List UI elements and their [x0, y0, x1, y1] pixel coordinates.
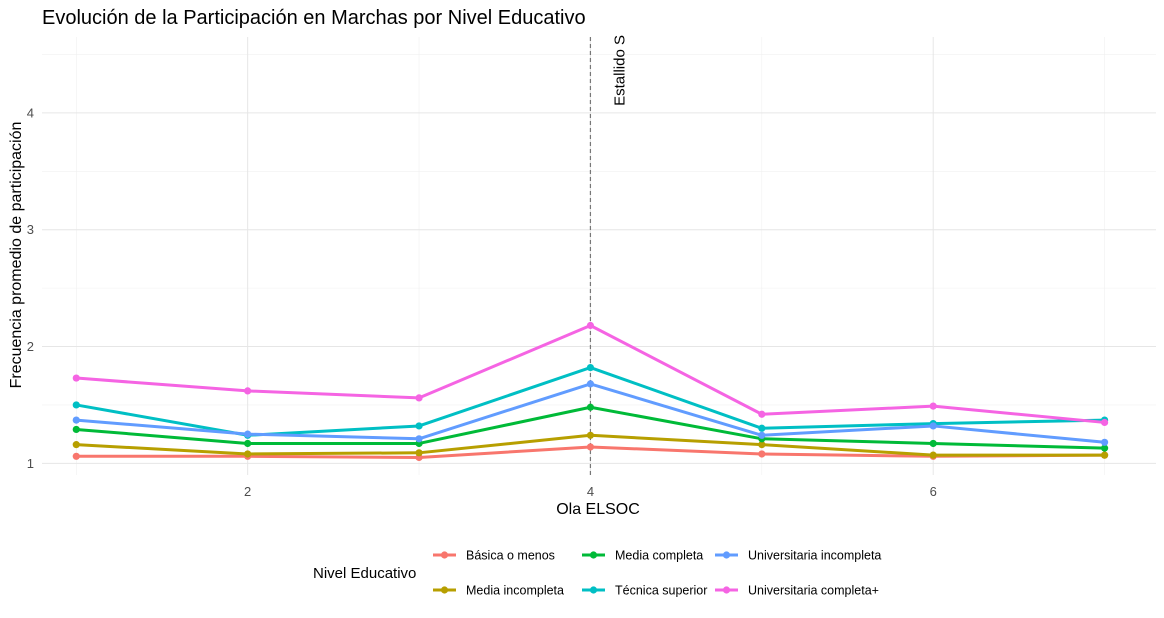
legend-label: Media incompleta — [466, 584, 564, 598]
legend-key-point — [589, 551, 598, 559]
x-tick-label: 4 — [587, 484, 594, 499]
data-point — [758, 441, 766, 449]
data-point — [244, 387, 252, 395]
annotation-label: Estallido S — [611, 35, 628, 106]
data-point — [758, 424, 766, 432]
data-point — [1100, 444, 1109, 452]
x-tick-label: 2 — [244, 484, 251, 499]
y-tick-label: 1 — [27, 456, 34, 471]
legend-label: Técnica superior — [615, 584, 707, 598]
data-point — [586, 403, 595, 411]
data-point — [586, 380, 595, 388]
legend-item: Media completa — [582, 549, 703, 563]
legend-label: Universitaria incompleta — [748, 549, 881, 563]
series — [72, 321, 1109, 427]
data-point — [586, 321, 595, 330]
x-axis-title: Ola ELSOC — [556, 501, 640, 518]
x-tick-label: 6 — [930, 484, 937, 499]
data-point — [244, 439, 252, 448]
legend-item: Técnica superior — [582, 584, 707, 598]
data-point — [586, 431, 595, 439]
legend-label: Media completa — [615, 549, 703, 563]
data-point — [415, 422, 423, 430]
data-point — [72, 416, 80, 424]
data-point — [758, 450, 766, 458]
legend-item: Universitaria completa+ — [715, 584, 879, 598]
data-point — [72, 452, 80, 460]
grid-major — [42, 37, 1156, 475]
legend-item: Media incompleta — [433, 584, 564, 598]
legend-key-point — [722, 551, 731, 559]
legend-key-point — [440, 551, 449, 559]
legend-label: Universitaria completa+ — [748, 584, 879, 598]
legend-item: Universitaria incompleta — [715, 549, 881, 563]
data-point — [415, 449, 423, 457]
series-layer — [72, 321, 1109, 462]
data-point — [415, 394, 423, 402]
legend-item: Básica o menos — [433, 549, 555, 563]
legend-label: Básica o menos — [466, 549, 555, 563]
tick-layer: 2 4 6 1 2 3 4 — [27, 105, 937, 499]
legend: Básica o menos Media completa Universitari… — [433, 549, 881, 598]
data-point — [415, 435, 423, 443]
y-tick-label: 2 — [27, 339, 34, 354]
data-point — [758, 431, 766, 439]
data-point — [929, 422, 937, 430]
data-point — [72, 425, 80, 434]
chart-title: Evolución de la Participación en Marchas… — [42, 7, 586, 29]
data-point — [929, 402, 937, 410]
grid-minor — [42, 37, 1156, 475]
y-tick-label: 4 — [27, 105, 34, 120]
data-point — [586, 363, 595, 372]
series — [72, 380, 1109, 446]
data-point — [72, 401, 80, 409]
legend-key-point — [722, 586, 731, 594]
legend-key-point — [440, 586, 449, 594]
data-point — [929, 451, 937, 459]
series — [72, 403, 1109, 452]
data-point — [244, 450, 252, 458]
data-point — [1100, 418, 1109, 427]
data-point — [1100, 451, 1109, 459]
legend-key-point — [589, 586, 598, 594]
y-axis-title: Frecuencia promedio de participación — [8, 122, 25, 389]
data-point — [586, 443, 595, 451]
annotation-layer: Estallido S — [589, 35, 628, 475]
data-point — [758, 410, 766, 418]
data-point — [72, 441, 80, 449]
legend-title: Nivel Educativo — [313, 565, 416, 582]
data-point — [1100, 438, 1109, 446]
data-point — [72, 374, 80, 382]
data-point — [929, 439, 937, 448]
y-tick-label: 3 — [27, 222, 34, 237]
data-point — [244, 430, 252, 438]
series — [72, 431, 1109, 459]
